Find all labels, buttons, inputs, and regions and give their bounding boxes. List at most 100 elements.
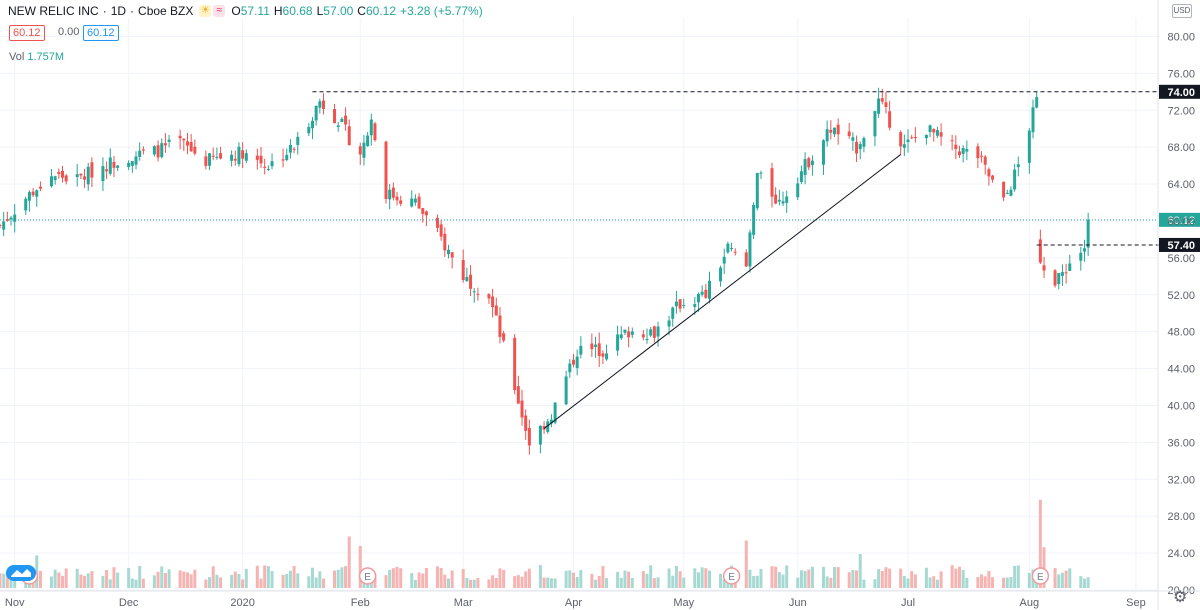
candle-body <box>112 161 116 168</box>
symbol-name[interactable]: NEW RELIC INC <box>8 4 99 18</box>
candle-body <box>259 155 263 164</box>
x-tick-label: Nov <box>5 597 25 609</box>
candle-body <box>263 166 267 168</box>
candle-body <box>292 148 296 150</box>
candle-body <box>204 156 208 166</box>
candle-body <box>553 402 557 423</box>
candle-body <box>880 98 884 102</box>
x-tick-label: 2020 <box>230 597 254 609</box>
candle-body <box>906 139 910 143</box>
ask-price-box[interactable]: 60.12 <box>83 25 119 41</box>
candle-body <box>285 154 289 160</box>
volume-bar <box>877 569 881 588</box>
volume-bar <box>322 578 326 588</box>
interval-label[interactable]: 1D <box>110 4 127 18</box>
candle-body <box>487 294 491 299</box>
candle-body <box>241 150 245 159</box>
volume-bar <box>939 571 943 588</box>
volume-bar <box>53 569 57 588</box>
volume-bar <box>605 578 609 588</box>
y-tick-label: 64.00 <box>1167 179 1195 191</box>
candle-body <box>641 334 645 338</box>
bid-price-box[interactable]: 60.12 <box>9 25 45 41</box>
candle-body <box>1016 164 1020 168</box>
candle-body <box>799 171 803 182</box>
volume-bar <box>498 568 502 588</box>
volume-bar <box>373 574 377 588</box>
y-tick-label: 48.00 <box>1167 327 1195 339</box>
volume-bar <box>884 567 888 588</box>
candle-body <box>847 131 851 137</box>
candle-body <box>733 251 737 253</box>
candle-body <box>1002 181 1006 198</box>
volume-bar <box>79 574 83 588</box>
candle-body <box>696 293 700 303</box>
candle-body <box>616 334 620 351</box>
x-tick-label: Apr <box>565 597 582 609</box>
symbol-header: NEW RELIC INC · 1D · Cboe BZX ☀ ≈ O57.11… <box>8 4 483 18</box>
candle-body <box>182 138 186 141</box>
tradingview-logo-icon[interactable] <box>6 565 36 581</box>
candle-body <box>976 146 980 159</box>
candle-body <box>9 217 13 220</box>
candle-body <box>991 175 995 180</box>
earnings-marker-letter: E <box>364 572 371 583</box>
volume-value: 1.757M <box>27 51 65 63</box>
volume-bar <box>568 570 572 588</box>
candle-body <box>310 120 314 129</box>
volume-bar <box>395 566 399 588</box>
candle-body <box>163 143 167 146</box>
candle-body <box>255 155 259 160</box>
candle-body <box>667 320 671 327</box>
volume-bar <box>542 577 546 588</box>
volume-bar <box>358 545 362 588</box>
volume-bar <box>281 574 285 588</box>
volume-bar <box>167 569 171 588</box>
y-tick-label: 52.00 <box>1167 290 1195 302</box>
candle-body <box>575 356 579 369</box>
candle-body <box>913 136 917 138</box>
volume-bar <box>932 576 936 588</box>
candle-body <box>627 331 631 338</box>
separator-dot: · <box>102 4 107 18</box>
volume-bar <box>641 571 645 588</box>
volume-bar <box>215 574 219 588</box>
y-tick-label: 44.00 <box>1167 364 1195 376</box>
x-tick-label: Sep <box>1126 597 1146 609</box>
volume-bar <box>616 571 620 588</box>
volume-bar <box>336 569 340 588</box>
candle-body <box>90 162 94 178</box>
candle-body <box>322 100 326 109</box>
volume-bar <box>204 579 208 588</box>
currency-button[interactable]: USD <box>1172 4 1192 18</box>
candle-body <box>270 161 274 167</box>
candle-body <box>674 301 678 307</box>
candle-body <box>825 129 829 142</box>
volume-bar <box>1082 578 1086 588</box>
market-status-icon[interactable]: ☀ ≈ <box>197 4 227 18</box>
volume-bar <box>619 577 623 588</box>
volume-bar <box>439 568 443 588</box>
candle-body <box>1079 252 1083 261</box>
volume-bar <box>524 571 528 588</box>
candle-body <box>730 248 734 250</box>
ohlc-open: O57.11 <box>231 4 270 18</box>
gear-icon[interactable]: ⚙ <box>1173 589 1188 606</box>
candle-body <box>358 146 362 155</box>
x-tick-label: Mar <box>454 597 473 609</box>
volume-bar <box>950 565 954 588</box>
candle-body <box>682 305 686 307</box>
volume-bar <box>241 579 245 588</box>
volume-bar <box>259 578 263 588</box>
candle-body <box>744 252 748 267</box>
candle-body <box>1064 272 1068 274</box>
separator-dot: · <box>130 4 135 18</box>
candle-body <box>832 127 836 135</box>
price-change: +3.28 (+5.77%) <box>400 4 483 18</box>
candle-body <box>446 249 450 255</box>
volume-bar <box>954 568 958 588</box>
x-tick-label: Aug <box>1020 597 1040 609</box>
